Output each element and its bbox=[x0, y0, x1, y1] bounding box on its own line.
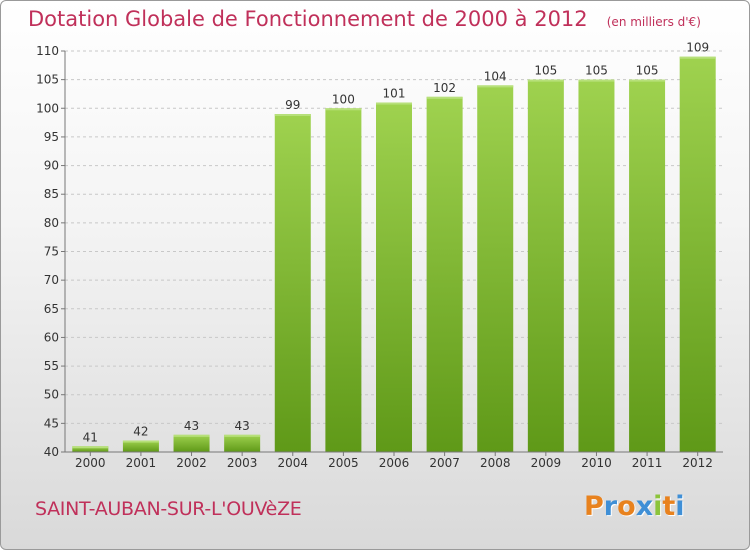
bar-2000 bbox=[72, 446, 109, 452]
bar-2011 bbox=[629, 79, 666, 453]
bar-2008 bbox=[477, 85, 514, 452]
axis-layer: 40 45 50 55 60 65 70 75 80 85 90 95 100 105 110 2000 200… bbox=[36, 44, 723, 470]
y-tick-label: 50 bbox=[44, 388, 59, 402]
bar-highlight bbox=[629, 79, 666, 82]
x-tick-label: 2007 bbox=[429, 456, 460, 470]
value-label: 105 bbox=[534, 64, 557, 78]
bar-2010 bbox=[578, 79, 615, 453]
bar-2004 bbox=[274, 114, 311, 452]
x-tick-label: 2006 bbox=[379, 456, 410, 470]
y-tick-label: 75 bbox=[44, 245, 59, 259]
bar-highlight bbox=[527, 79, 564, 82]
bar-2009 bbox=[527, 79, 564, 453]
value-label: 102 bbox=[433, 81, 456, 95]
x-tick-label: 2002 bbox=[176, 456, 207, 470]
value-label: 42 bbox=[133, 425, 148, 439]
x-tick-label: 2001 bbox=[126, 456, 157, 470]
x-tick-label: 2012 bbox=[682, 456, 713, 470]
y-tick-label: 90 bbox=[44, 159, 59, 173]
proxiti-logo[interactable]: Proxiti bbox=[584, 491, 685, 522]
y-tick-label: 105 bbox=[36, 73, 59, 87]
y-tick-label: 100 bbox=[36, 101, 59, 115]
logo-letter: P bbox=[584, 491, 604, 522]
logo-letter: i bbox=[653, 491, 663, 522]
bar-highlight bbox=[426, 96, 463, 99]
x-tick-label: 2011 bbox=[632, 456, 663, 470]
logo-letter: o bbox=[617, 491, 636, 522]
bar-2006 bbox=[376, 102, 412, 453]
value-label: 104 bbox=[484, 69, 507, 83]
chart-title: Dotation Globale de Fonctionnement de 20… bbox=[28, 7, 588, 31]
bar-2012 bbox=[679, 56, 716, 452]
bar-highlight bbox=[376, 102, 412, 105]
logo-letter: x bbox=[635, 491, 654, 522]
value-label: 41 bbox=[83, 430, 98, 444]
value-label: 109 bbox=[686, 41, 709, 55]
x-tick-label: 2004 bbox=[277, 456, 308, 470]
value-label: 100 bbox=[332, 92, 355, 106]
bar-2001 bbox=[122, 440, 159, 452]
value-label: 101 bbox=[383, 87, 406, 101]
y-tick-label: 70 bbox=[44, 273, 59, 287]
y-tick-label: 80 bbox=[44, 216, 59, 230]
x-tick-label: 2008 bbox=[480, 456, 511, 470]
title-row: Dotation Globale de Fonctionnement de 20… bbox=[28, 7, 701, 31]
x-tick-label: 2009 bbox=[531, 456, 562, 470]
bar-2002 bbox=[173, 434, 210, 452]
logo-letter: t bbox=[662, 491, 676, 522]
y-tick-label: 85 bbox=[44, 187, 59, 201]
y-tick-label: 40 bbox=[44, 445, 59, 459]
logo-letter: i bbox=[675, 491, 685, 522]
value-label: 43 bbox=[235, 419, 250, 433]
bar-layer: 41 42 43 43 99 100 101 102 104 105 105 105 109 bbox=[72, 41, 716, 453]
commune-name: SAINT-AUBAN-SUR-L'OUVèZE bbox=[35, 498, 302, 520]
y-tick-label: 55 bbox=[44, 359, 59, 373]
chart-unit: (en milliers d'€) bbox=[606, 15, 701, 29]
value-label: 43 bbox=[184, 419, 199, 433]
bar-highlight bbox=[72, 446, 109, 449]
bar-highlight bbox=[274, 114, 311, 117]
bar-highlight bbox=[224, 434, 261, 437]
y-tick-label: 110 bbox=[36, 44, 59, 58]
value-label: 105 bbox=[636, 64, 659, 78]
logo-letter: r bbox=[603, 491, 618, 522]
y-tick-label: 65 bbox=[44, 302, 59, 316]
bar-highlight bbox=[122, 440, 159, 443]
bar-highlight bbox=[477, 85, 514, 88]
bar-2005 bbox=[325, 108, 362, 453]
value-label: 105 bbox=[585, 64, 608, 78]
x-tick-label: 2003 bbox=[227, 456, 258, 470]
y-tick-label: 45 bbox=[44, 416, 59, 430]
bar-2003 bbox=[224, 434, 261, 452]
bar-highlight bbox=[325, 108, 362, 111]
bar-2007 bbox=[426, 96, 463, 452]
y-tick-label: 60 bbox=[44, 330, 59, 344]
bar-highlight bbox=[173, 434, 210, 437]
value-label: 99 bbox=[285, 98, 300, 112]
y-tick-label: 95 bbox=[44, 130, 59, 144]
x-tick-label: 2005 bbox=[328, 456, 359, 470]
bar-highlight bbox=[578, 79, 615, 82]
bar-highlight bbox=[679, 56, 716, 59]
x-tick-label: 2010 bbox=[581, 456, 612, 470]
x-tick-label: 2000 bbox=[75, 456, 106, 470]
